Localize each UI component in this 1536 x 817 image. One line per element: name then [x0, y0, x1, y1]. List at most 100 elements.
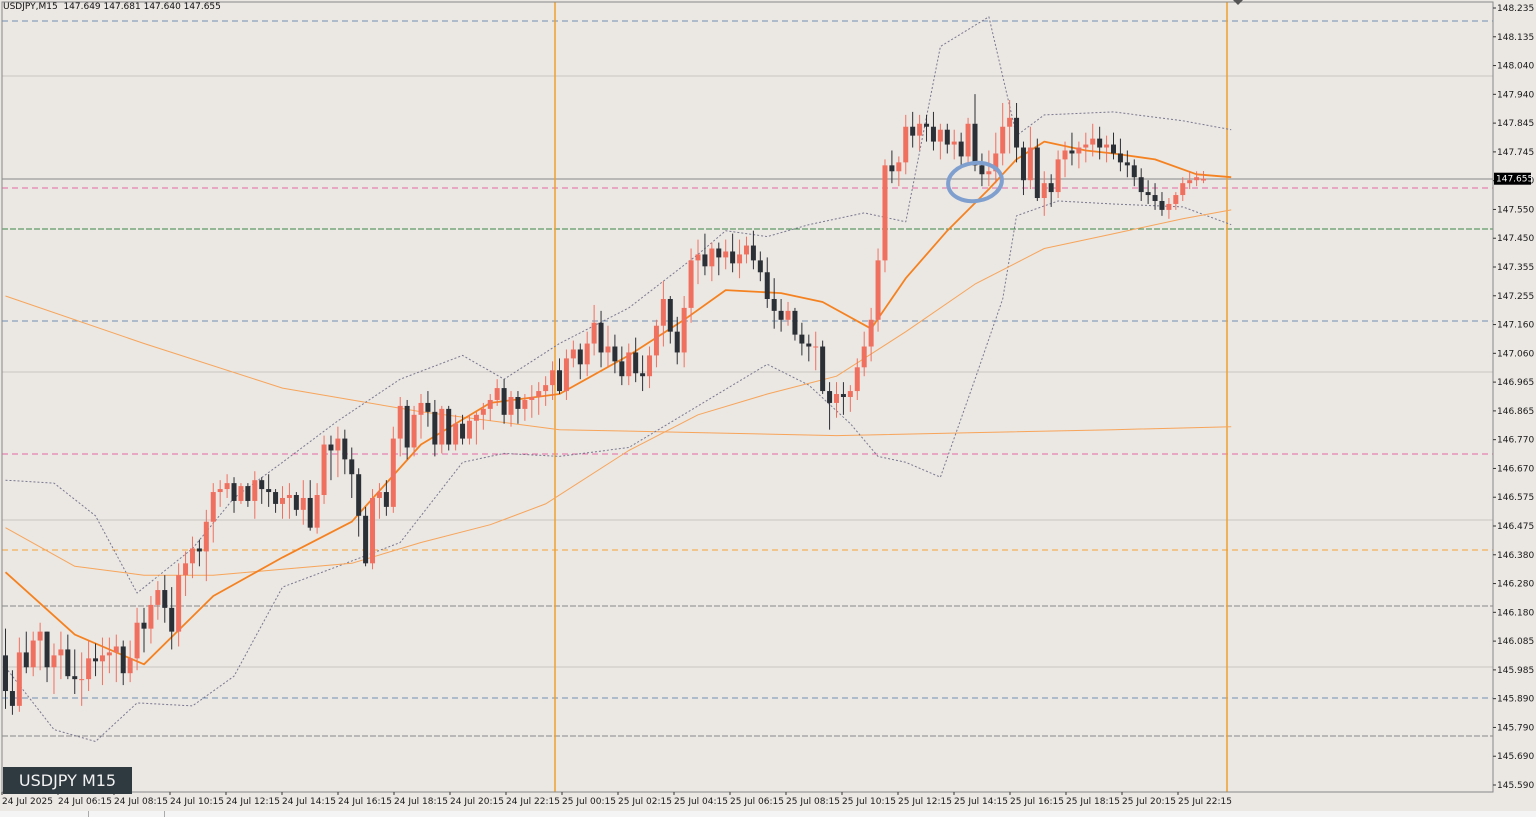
candle[interactable] [1083, 132, 1089, 163]
candle[interactable] [1173, 192, 1179, 210]
candle[interactable] [446, 405, 452, 451]
candle[interactable] [99, 637, 105, 686]
candle[interactable] [30, 631, 36, 677]
candle[interactable] [820, 340, 826, 395]
candle[interactable] [1062, 141, 1068, 178]
candle[interactable] [51, 643, 57, 694]
candle[interactable] [993, 132, 999, 184]
candle[interactable] [266, 474, 272, 507]
candle[interactable] [1048, 174, 1054, 207]
candle[interactable] [508, 391, 514, 427]
candle[interactable] [640, 355, 646, 392]
candle[interactable] [72, 649, 78, 694]
candle[interactable] [1000, 102, 1006, 166]
candle[interactable] [370, 489, 376, 570]
candle[interactable] [847, 385, 853, 412]
candle[interactable] [134, 607, 140, 671]
candle[interactable] [868, 307, 874, 362]
candle[interactable] [183, 551, 189, 596]
candle[interactable] [944, 123, 950, 154]
candle[interactable] [1041, 171, 1047, 216]
candle[interactable] [9, 670, 15, 715]
candle[interactable] [203, 509, 209, 582]
candle[interactable] [106, 637, 112, 674]
candle[interactable] [563, 349, 569, 400]
candle[interactable] [972, 94, 978, 172]
candle[interactable] [224, 474, 230, 498]
candle[interactable] [688, 248, 694, 323]
candle[interactable] [335, 426, 341, 478]
candle[interactable] [792, 307, 798, 341]
candle[interactable] [280, 486, 285, 519]
candle[interactable] [1076, 141, 1082, 169]
candle[interactable] [1159, 192, 1165, 216]
candle[interactable] [411, 405, 417, 457]
candle[interactable] [293, 492, 299, 516]
candle[interactable] [951, 129, 957, 160]
highlight-ellipse[interactable] [946, 159, 1005, 204]
candle[interactable] [473, 411, 479, 445]
candle[interactable] [633, 337, 639, 383]
candle[interactable] [771, 278, 777, 329]
candle[interactable] [273, 489, 279, 513]
candle[interactable] [840, 382, 846, 415]
candle[interactable] [307, 480, 313, 531]
candle[interactable] [1138, 168, 1144, 201]
candle[interactable] [1152, 183, 1158, 210]
candle[interactable] [1180, 177, 1186, 201]
candle[interactable] [1069, 132, 1075, 166]
candle[interactable] [612, 334, 618, 374]
candle[interactable] [730, 233, 736, 273]
candle[interactable] [889, 150, 895, 184]
candle[interactable] [910, 111, 916, 148]
chart-tab[interactable] [0, 811, 89, 817]
candle[interactable] [813, 331, 819, 371]
candle[interactable] [875, 248, 881, 332]
candle[interactable] [557, 358, 562, 395]
candle[interactable] [356, 468, 362, 537]
candle[interactable] [79, 652, 85, 706]
candle[interactable] [917, 114, 923, 151]
candle[interactable] [854, 358, 860, 400]
candle[interactable] [1007, 100, 1013, 154]
candle[interactable] [626, 343, 632, 386]
candle[interactable] [924, 114, 930, 142]
candle[interactable] [903, 114, 909, 175]
candle[interactable] [321, 435, 327, 504]
candle[interactable] [342, 429, 348, 475]
candle[interactable] [155, 581, 161, 620]
candle[interactable] [550, 361, 556, 400]
candle[interactable] [65, 634, 71, 680]
chart-shift-marker[interactable] [1233, 0, 1243, 5]
candle[interactable] [1104, 135, 1110, 163]
candle[interactable] [217, 480, 223, 507]
candle[interactable] [286, 483, 292, 519]
candle[interactable] [806, 334, 812, 362]
candle[interactable] [619, 346, 625, 386]
candle[interactable] [930, 111, 936, 151]
candle[interactable] [480, 402, 486, 430]
candle[interactable] [86, 640, 92, 692]
candle[interactable] [764, 257, 770, 308]
candle[interactable] [577, 343, 583, 380]
candle[interactable] [1131, 159, 1137, 187]
candle[interactable] [44, 631, 50, 683]
candle[interactable] [1124, 150, 1130, 178]
candle[interactable] [647, 346, 653, 389]
candle[interactable] [487, 394, 493, 421]
candle[interactable] [674, 316, 680, 365]
candle[interactable] [141, 607, 147, 653]
candle[interactable] [162, 575, 168, 623]
candle[interactable] [695, 239, 701, 285]
candle[interactable] [834, 382, 839, 418]
candle[interactable] [522, 394, 528, 421]
candle[interactable] [349, 447, 355, 498]
candle[interactable] [259, 477, 265, 504]
candle[interactable] [176, 563, 182, 647]
candle[interactable] [1166, 198, 1172, 219]
candle[interactable] [328, 435, 334, 481]
candle[interactable] [189, 536, 195, 579]
candle[interactable] [598, 310, 604, 368]
candle[interactable] [196, 539, 202, 567]
